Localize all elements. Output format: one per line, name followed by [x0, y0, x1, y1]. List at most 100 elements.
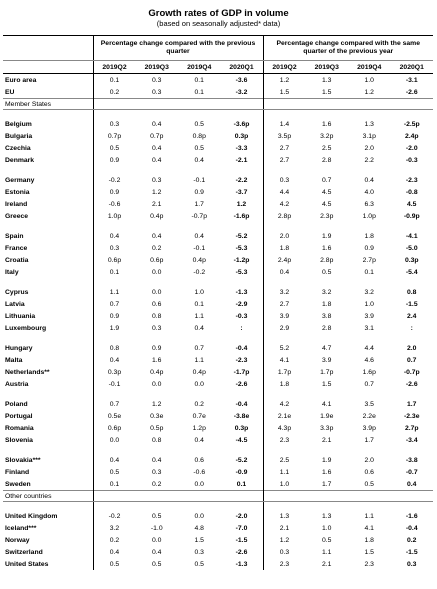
- value-cell: 0.7: [407, 356, 417, 364]
- country-name: Ireland: [5, 200, 28, 208]
- value-cell: -3.3: [235, 144, 248, 152]
- spacer-cell: [306, 334, 349, 342]
- country-name: Austria: [5, 380, 29, 388]
- value-cell: 2.0: [364, 456, 374, 464]
- column-header: 2020Q1: [220, 60, 263, 74]
- corner: [3, 35, 93, 61]
- spacer-cell: [136, 390, 179, 398]
- value-cell: 2.3: [262, 558, 306, 570]
- spacer-cell: [262, 166, 306, 174]
- country-name: Estonia: [5, 188, 30, 196]
- data-row: Lithuania 0.9 0.8 1.1 -0.3 3.9 3.8 3.9 2.4: [3, 310, 433, 322]
- spacer-cell: [306, 166, 349, 174]
- value-cell: 4.0: [364, 188, 374, 196]
- spacer-cell: [92, 278, 136, 286]
- country-name: Cyprus: [5, 288, 29, 296]
- value-cell: 0.6: [152, 300, 162, 308]
- value-cell: -0.4: [405, 524, 418, 532]
- data-row: Belgium 0.3 0.4 0.5 -3.6p 1.4 1.6 1.3 -2.5p: [3, 118, 433, 130]
- value-cell: 1.7p: [262, 366, 306, 378]
- data-row: United Kingdom -0.2 0.5 0.0 -2.0 1.3 1.3 1.1 -1.…: [3, 510, 433, 522]
- value-cell: 4.1: [262, 354, 306, 366]
- value-cell: -5.3: [235, 244, 248, 252]
- section-fill: [262, 98, 433, 110]
- value-cell: 4.3p: [262, 422, 306, 434]
- spacer: [3, 166, 433, 174]
- value-cell: -0.3: [235, 312, 248, 320]
- country-name: Iceland***: [5, 524, 37, 532]
- spacer: [3, 446, 433, 454]
- section-fill: [262, 490, 433, 502]
- section-fill: [92, 98, 263, 110]
- value-cell: 0.2: [152, 244, 162, 252]
- spacer-cell: [221, 446, 264, 454]
- value-cell: -3.6p: [233, 120, 250, 128]
- value-cell: 3.3p: [320, 424, 334, 432]
- value-cell: 2.1: [262, 522, 306, 534]
- data-row: Sweden 0.1 0.2 0.0 0.1 1.0 1.7 0.5 0.4: [3, 478, 433, 491]
- spacer-cell: [136, 222, 179, 230]
- country-name: Czechia: [5, 144, 31, 152]
- value-cell: -0.3: [405, 156, 418, 164]
- value-cell: 0.4: [194, 156, 204, 164]
- spacer-cell: [178, 502, 221, 511]
- value-cell: -1.5: [405, 548, 418, 556]
- value-cell: -0.4: [235, 344, 248, 352]
- spacer-cell: [391, 502, 434, 511]
- value-cell: -1.5: [235, 536, 248, 544]
- value-cell: -0.1: [193, 176, 206, 184]
- value-cell: -3.8: [405, 456, 418, 464]
- value-cell: 0.9: [92, 186, 136, 198]
- value-cell: 0.8: [152, 312, 162, 320]
- value-cell: 1.0: [364, 300, 374, 308]
- value-cell: 1.8: [262, 378, 306, 390]
- spacer-cell: [92, 109, 136, 118]
- spacer-cell: [3, 166, 93, 174]
- value-cell: 3.1: [364, 324, 374, 332]
- value-cell: -2.3: [405, 176, 418, 184]
- country-name: Poland: [5, 400, 28, 408]
- spacer-cell: [348, 390, 391, 398]
- value-cell: 2.4p: [404, 132, 419, 140]
- value-cell: 3.1p: [362, 132, 376, 140]
- value-cell: -4.5: [235, 436, 248, 444]
- value-cell: -1.2p: [233, 256, 250, 264]
- value-cell: 6.3: [364, 200, 374, 208]
- spacer-cell: [262, 390, 306, 398]
- spacer-cell: [136, 166, 179, 174]
- value-cell: 1.2p: [192, 424, 206, 432]
- value-cell: -0.7p: [403, 368, 420, 376]
- data-row: Slovenia 0.0 0.8 0.4 -4.5 2.3 2.1 1.7 -3.4: [3, 434, 433, 446]
- country-name: Hungary: [5, 344, 33, 352]
- value-cell: 2.0: [407, 344, 417, 352]
- country-name: Croatia: [5, 256, 29, 264]
- value-cell: 1.8: [364, 232, 374, 240]
- value-cell: 2.4: [407, 312, 417, 320]
- data-row: France 0.3 0.2 -0.1 -5.3 1.8 1.6 0.9 -5.0: [3, 242, 433, 254]
- data-row: Slovakia*** 0.4 0.4 0.6 -5.2 2.5 1.9 2.0 -3.8: [3, 454, 433, 466]
- spacer-cell: [92, 222, 136, 230]
- value-cell: -1.3: [235, 288, 248, 296]
- value-cell: -2.6: [235, 548, 248, 556]
- value-cell: 3.2: [322, 288, 332, 296]
- value-cell: 1.9: [322, 232, 332, 240]
- column-header: 2019Q3: [305, 60, 348, 74]
- value-cell: 0.0: [194, 512, 204, 520]
- spacer-cell: [306, 278, 349, 286]
- table-body: Percentage change compared with the prev…: [3, 35, 434, 570]
- data-row: Luxembourg 1.9 0.3 0.4: 2.9 2.8 3.1:: [3, 322, 433, 334]
- value-cell: 0.4p: [192, 256, 206, 264]
- value-cell: 0.8p: [192, 132, 206, 140]
- value-cell: 1.2: [152, 188, 162, 196]
- value-cell: 0.7e: [192, 412, 206, 420]
- spacer-cell: [348, 110, 391, 119]
- value-cell: 0.5e: [92, 410, 136, 422]
- value-cell: 1.2: [262, 534, 306, 546]
- value-cell: 0.3: [152, 468, 162, 476]
- value-cell: 0.7: [322, 176, 332, 184]
- value-cell: 1.2: [236, 200, 247, 208]
- value-cell: 0.3: [152, 76, 162, 84]
- value-cell: 2.1: [322, 560, 332, 568]
- spacer-cell: [391, 278, 434, 286]
- value-cell: 2.1: [322, 436, 332, 444]
